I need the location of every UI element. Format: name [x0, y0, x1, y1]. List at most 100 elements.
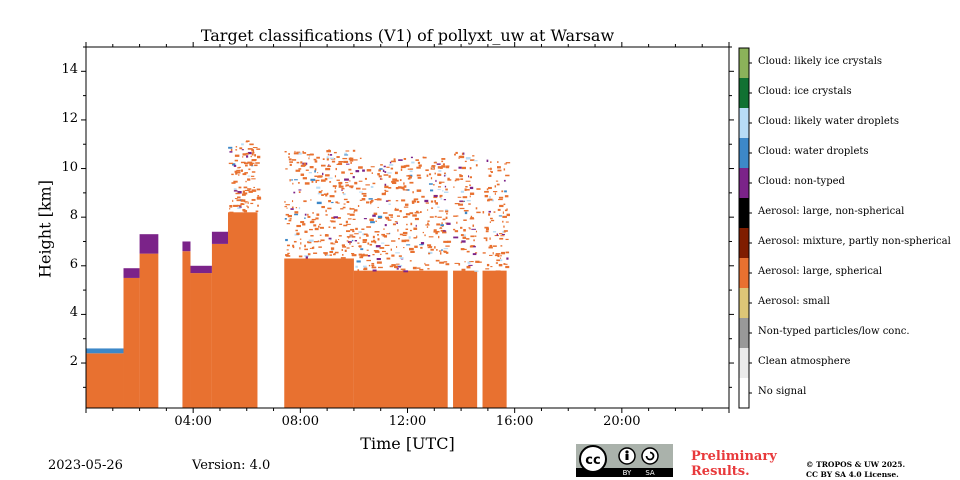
colorbar-label: Cloud: likely ice crystals [758, 56, 883, 67]
cloud-speck [445, 166, 450, 169]
cloud-speck [394, 171, 398, 175]
cloud-speck [408, 236, 411, 239]
cloud-speck [325, 209, 327, 213]
cloud-speck [320, 164, 326, 167]
cloud-speck [342, 246, 347, 248]
colorbar-label: Clean atmosphere [758, 356, 851, 367]
cloud-speck [482, 252, 486, 254]
cloud-speck [321, 194, 324, 196]
cloud-speck [300, 173, 305, 176]
cloud-speck [329, 154, 333, 156]
cloud-speck [374, 231, 380, 233]
cloud-speck [432, 166, 434, 170]
cloud-speck [433, 230, 436, 233]
cloud-speck [389, 265, 393, 268]
cloud-speck [304, 213, 307, 216]
cloud-speck [465, 185, 468, 188]
cloud-speck [377, 215, 383, 219]
cloud-speck [354, 233, 359, 235]
cloud-speck [328, 200, 331, 203]
cloud-speck [352, 230, 355, 233]
cloud-speck [417, 177, 422, 179]
cloud-speck [297, 182, 300, 184]
cloud-speck [440, 181, 445, 183]
cloud-speck [409, 212, 414, 215]
cloud-speck [467, 261, 471, 264]
cloud-layer-1 [123, 268, 140, 278]
cloud-speck [461, 268, 466, 271]
cloud-speck [360, 248, 364, 251]
cloud-speck [398, 238, 400, 240]
cloud-speck [505, 174, 510, 177]
cloud-speck [415, 210, 419, 213]
cloud-speck [500, 245, 503, 247]
cloud-speck [490, 266, 493, 268]
cloud-speck [473, 239, 475, 242]
cloud-speck [464, 211, 468, 215]
cloud-speck [489, 254, 493, 256]
cloud-speck [302, 152, 307, 154]
cloud-speck [496, 233, 499, 236]
cloud-speck [362, 169, 365, 172]
cloud-speck [325, 234, 328, 236]
cloud-speck [386, 166, 390, 168]
cloud-speck [329, 254, 333, 256]
cloud-speck [314, 227, 319, 231]
cloud-speck [284, 200, 286, 203]
cloud-speck [503, 263, 506, 265]
cloud-speck [439, 196, 442, 198]
cloud-speck [396, 222, 398, 225]
cloud-speck [394, 208, 399, 211]
cloud-speck [378, 169, 381, 172]
cloud-speck [313, 241, 319, 243]
cloud-speck [242, 173, 247, 176]
cloud-speck [404, 239, 410, 242]
cloud-speck [332, 243, 336, 245]
cloud-speck [408, 176, 412, 179]
y-tick-label: 2 [69, 354, 78, 370]
cloud-speck [367, 255, 371, 257]
cloud-speck [380, 178, 383, 180]
cloud-speck [469, 218, 475, 220]
cloud-speck [327, 165, 332, 167]
cloud-speck [355, 265, 358, 268]
cloud-speck [469, 192, 475, 195]
cloud-speck [304, 217, 306, 219]
cloud-speck [251, 198, 256, 201]
cloud-speck [334, 186, 336, 190]
cloud-speck [361, 228, 365, 230]
cloud-speck [465, 157, 471, 160]
cloud-speck [458, 263, 461, 266]
colorbar-swatch [739, 258, 749, 288]
cloud-speck [370, 185, 374, 188]
cloud-speck [462, 196, 468, 199]
cloud-speck [358, 180, 363, 182]
cloud-speck [384, 183, 387, 187]
cloud-speck [312, 212, 314, 214]
cloud-speck [284, 206, 287, 208]
cloud-speck [322, 172, 324, 176]
cloud-speck [385, 217, 390, 220]
cloud-speck [332, 185, 337, 188]
cloud-speck [461, 152, 464, 155]
cloud-speck [459, 155, 465, 159]
cloud-speck [366, 249, 369, 251]
cloud-speck [425, 224, 430, 226]
cloud-speck [504, 195, 509, 198]
colorbar-label: Aerosol: small [758, 296, 830, 307]
cloud-speck [366, 201, 370, 204]
cloud-speck [428, 173, 432, 176]
cloud-speck [366, 169, 372, 172]
cloud-speck [331, 220, 336, 223]
cloud-speck [296, 232, 300, 236]
cloud-speck [344, 249, 347, 252]
cloud-speck [441, 158, 446, 160]
cloud-speck [286, 223, 290, 225]
cloud-speck [440, 229, 445, 232]
cloud-speck [445, 210, 449, 213]
cloud-speck [331, 216, 336, 219]
y-tick-label: 6 [69, 256, 78, 272]
x-axis-label: Time [UTC] [360, 434, 455, 453]
cloud-speck [495, 253, 501, 255]
cloud-speck [228, 146, 233, 149]
